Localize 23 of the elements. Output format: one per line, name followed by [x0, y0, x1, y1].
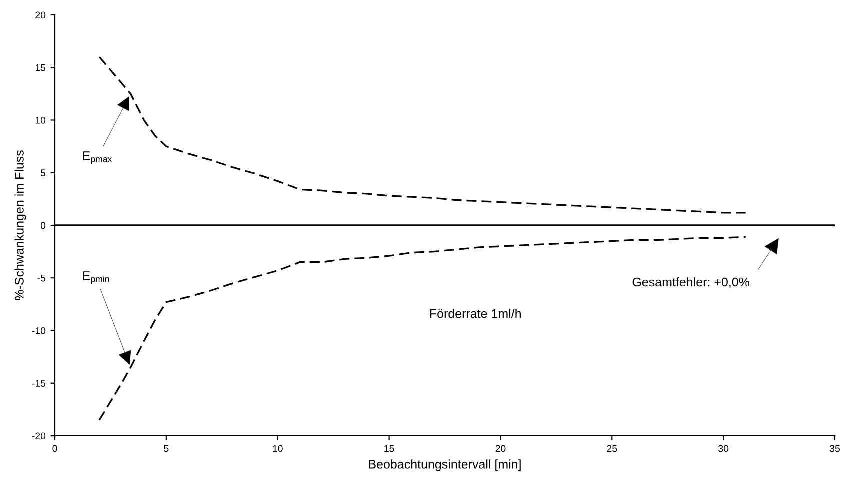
- annotation: E$_{pmax}$: [83, 152, 112, 164]
- y-tick-label: 20: [36, 12, 46, 19]
- annotation: Gesamtfehler: +0,0%: [632, 277, 750, 288]
- y-tick-label: -15: [32, 380, 46, 387]
- y-tick-label: -10: [32, 327, 46, 334]
- annotation: E$_{pmin}$: [83, 272, 110, 284]
- y-tick-label: 15: [36, 64, 46, 72]
- x-tick-label: 5: [164, 445, 169, 452]
- x-tick-label: 15: [384, 445, 394, 452]
- y-tick-label: 5: [40, 170, 46, 176]
- y-tick-label: 10: [36, 116, 46, 124]
- x-tick-label: 35: [830, 445, 840, 452]
- y-tick-label: -20: [32, 432, 46, 440]
- y-axis-title: %-Schwankungen im Fluss: [14, 150, 26, 300]
- x-tick-label: 0: [52, 445, 58, 452]
- y-tick-label: -5: [38, 274, 46, 282]
- x-tick-label: 10: [273, 445, 283, 452]
- x-tick-label: 25: [607, 445, 618, 452]
- annotation: Förderrate 1ml/h: [430, 309, 521, 318]
- x-axis-title: Beobachtungsintervall [min]: [369, 460, 521, 472]
- x-tick-label: 30: [718, 445, 729, 452]
- y-tick-label: 0: [40, 222, 46, 230]
- x-tick-label: 20: [496, 445, 506, 452]
